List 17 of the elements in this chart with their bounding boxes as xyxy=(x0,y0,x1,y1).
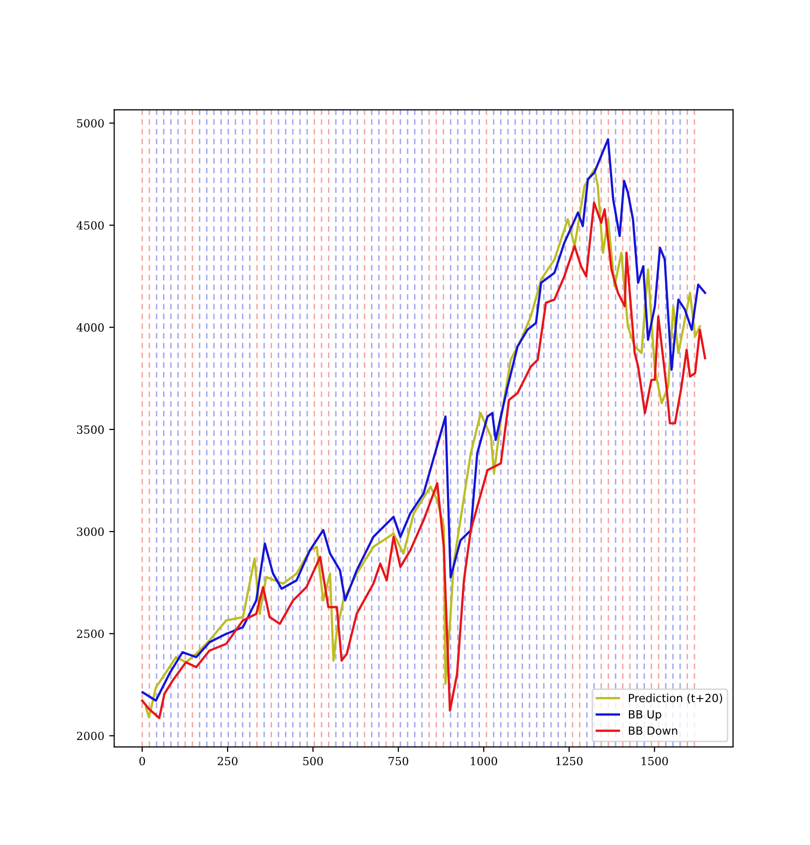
y-tick-label: 2500 xyxy=(76,630,104,638)
x-tick-label: 750 xyxy=(388,756,408,766)
y-tick-label: 3000 xyxy=(77,528,104,536)
x-tick-label: 1500 xyxy=(642,756,668,766)
y-tick-label: 3500 xyxy=(77,425,104,434)
x-tick-label: 500 xyxy=(303,756,323,766)
y-tick-label: 5000 xyxy=(77,119,104,128)
x-tick-label: 0 xyxy=(139,756,146,766)
legend-label: BB Up xyxy=(628,710,662,721)
x-tick-label: 1250 xyxy=(556,756,583,766)
x-tick-label: 1000 xyxy=(470,756,498,766)
legend-label: Prediction (t+20) xyxy=(628,694,722,704)
y-tick-label: 2000 xyxy=(76,732,104,740)
x-tick-label: 250 xyxy=(218,756,238,766)
legend-label: BB Down xyxy=(628,726,678,735)
y-tick-label: 4000 xyxy=(76,323,104,332)
y-tick-label: 4500 xyxy=(76,221,104,230)
